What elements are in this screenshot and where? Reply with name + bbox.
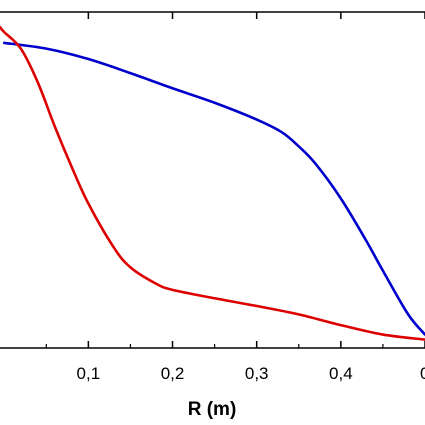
x-tick-label: 0,4 [329, 364, 353, 383]
x-tick-label: 0,1 [77, 364, 101, 383]
series-line-2 [0, 25, 425, 341]
x-tick-label: 0,2 [161, 364, 185, 383]
x-tick-label: 0 [420, 364, 425, 383]
series-layer [0, 25, 425, 341]
plot-frame [0, 11, 425, 349]
series-line-1 [2, 41, 425, 336]
x-axis-title: R (m) [188, 399, 237, 420]
x-axis-ticks: 0,1 0,2 0,3 0,4 0 [45, 12, 425, 383]
x-tick-label: 0,3 [245, 364, 269, 383]
